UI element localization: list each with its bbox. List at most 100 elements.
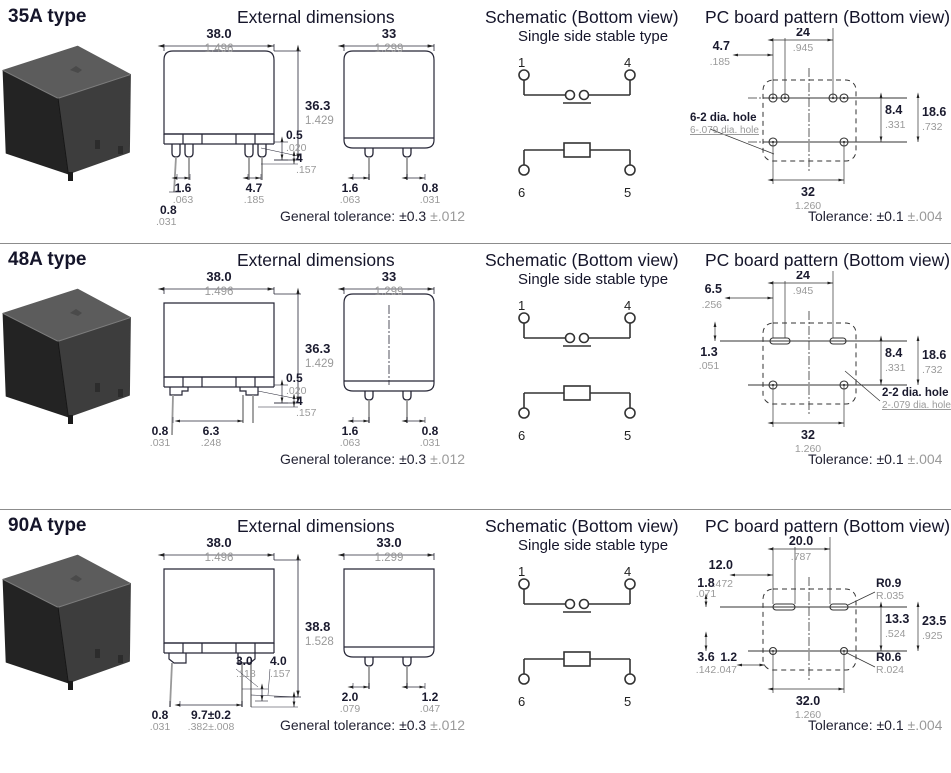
svg-text:.118: .118 (236, 668, 256, 680)
svg-text:20.0: 20.0 (789, 534, 813, 548)
svg-text:.031: .031 (420, 437, 441, 449)
svg-text:4.0: 4.0 (270, 654, 287, 668)
svg-text:1.429: 1.429 (305, 115, 334, 127)
svg-text:.051: .051 (699, 360, 720, 372)
svg-text:.248: .248 (201, 437, 222, 449)
svg-text:1.299: 1.299 (375, 43, 404, 55)
svg-text:1.496: 1.496 (205, 552, 234, 564)
svg-text:3.6: 3.6 (697, 650, 714, 664)
svg-text:33: 33 (382, 26, 396, 41)
svg-text:36.3: 36.3 (305, 98, 330, 113)
svg-text:1.299: 1.299 (375, 286, 404, 298)
svg-text:R0.6: R0.6 (876, 650, 902, 664)
svg-text:.031: .031 (420, 194, 441, 206)
svg-text:.185: .185 (710, 56, 731, 68)
svg-text:.157: .157 (270, 668, 291, 680)
svg-text:3.0: 3.0 (236, 654, 253, 668)
svg-text:8.4: 8.4 (885, 103, 902, 117)
svg-text:38.0: 38.0 (206, 269, 231, 284)
svg-text:1.429: 1.429 (305, 358, 334, 370)
svg-text:6-.079 dia. hole: 6-.079 dia. hole (690, 125, 759, 136)
svg-text:0.8: 0.8 (160, 203, 177, 217)
svg-text:4: 4 (624, 298, 631, 313)
svg-text:1.2: 1.2 (422, 690, 439, 704)
svg-text:.732: .732 (922, 121, 943, 133)
svg-text:4: 4 (296, 151, 303, 165)
svg-text:.732: .732 (922, 364, 943, 376)
svg-text:.063: .063 (340, 194, 361, 206)
svg-text:6: 6 (518, 428, 525, 443)
svg-text:13.3: 13.3 (885, 612, 909, 626)
svg-text:4: 4 (624, 564, 631, 579)
svg-text:.047: .047 (717, 664, 738, 676)
svg-text:.256: .256 (702, 299, 723, 311)
svg-text:32: 32 (801, 428, 815, 442)
svg-text:5: 5 (624, 185, 631, 200)
svg-text:1.299: 1.299 (375, 552, 404, 564)
svg-text:0.8: 0.8 (152, 708, 169, 722)
svg-text:.185: .185 (244, 194, 265, 206)
svg-text:1.496: 1.496 (205, 43, 234, 55)
svg-text:2.0: 2.0 (342, 690, 359, 704)
svg-text:24: 24 (796, 28, 810, 39)
svg-text:4: 4 (296, 394, 303, 408)
svg-text:5: 5 (624, 428, 631, 443)
svg-text:4.7: 4.7 (713, 39, 730, 53)
svg-text:0.8: 0.8 (152, 424, 169, 438)
svg-text:18.6: 18.6 (922, 105, 946, 119)
svg-text:.157: .157 (296, 407, 317, 419)
svg-text:4: 4 (624, 55, 631, 70)
svg-text:.142: .142 (696, 664, 717, 676)
svg-text:1: 1 (518, 55, 525, 70)
svg-text:32: 32 (801, 185, 815, 199)
svg-text:.031: .031 (150, 721, 171, 733)
svg-text:R0.9: R0.9 (876, 576, 902, 590)
svg-text:.331: .331 (885, 119, 906, 131)
svg-text:1.6: 1.6 (342, 181, 359, 195)
svg-text:38.8: 38.8 (305, 619, 330, 634)
svg-text:4.7: 4.7 (246, 181, 263, 195)
svg-text:32.0: 32.0 (796, 694, 820, 708)
svg-text:38.0: 38.0 (206, 26, 231, 41)
svg-text:0.5: 0.5 (286, 128, 303, 142)
svg-text:1.2: 1.2 (720, 650, 737, 664)
svg-text:36.3: 36.3 (305, 341, 330, 356)
svg-text:6: 6 (518, 694, 525, 709)
svg-text:.157: .157 (296, 164, 317, 176)
svg-text:.079: .079 (340, 703, 361, 715)
svg-text:.031: .031 (150, 437, 171, 449)
svg-text:.047: .047 (420, 703, 441, 715)
svg-text:.787: .787 (791, 551, 812, 563)
svg-text:23.5: 23.5 (922, 614, 946, 628)
svg-text:33.0: 33.0 (376, 535, 401, 550)
svg-text:12.0: 12.0 (709, 558, 733, 572)
svg-text:6-2 dia. hole: 6-2 dia. hole (690, 112, 756, 124)
svg-text:24: 24 (796, 271, 810, 282)
svg-text:.945: .945 (793, 285, 814, 297)
svg-text:.063: .063 (340, 437, 361, 449)
svg-text:6: 6 (518, 185, 525, 200)
svg-text:.925: .925 (922, 630, 943, 642)
svg-text:18.6: 18.6 (922, 348, 946, 362)
svg-text:0.5: 0.5 (286, 371, 303, 385)
svg-text:.071: .071 (696, 588, 717, 600)
svg-text:9.7±0.2: 9.7±0.2 (191, 708, 231, 722)
svg-text:1.6: 1.6 (175, 181, 192, 195)
svg-text:.031: .031 (156, 216, 177, 228)
svg-text:R.035: R.035 (876, 590, 904, 602)
svg-text:1.3: 1.3 (700, 345, 717, 359)
svg-text:33: 33 (382, 269, 396, 284)
svg-text:.945: .945 (793, 42, 814, 54)
svg-text:1: 1 (518, 298, 525, 313)
svg-text:0.8: 0.8 (422, 181, 439, 195)
svg-text:1.496: 1.496 (205, 286, 234, 298)
svg-text:.331: .331 (885, 362, 906, 374)
svg-text:6.3: 6.3 (203, 424, 220, 438)
svg-text:1.6: 1.6 (342, 424, 359, 438)
svg-text:38.0: 38.0 (206, 535, 231, 550)
svg-text:0.8: 0.8 (422, 424, 439, 438)
svg-text:1: 1 (518, 564, 525, 579)
svg-text:8.4: 8.4 (885, 346, 902, 360)
svg-text:2-.079 dia. hole: 2-.079 dia. hole (882, 400, 951, 411)
svg-text:R.024: R.024 (876, 664, 904, 676)
